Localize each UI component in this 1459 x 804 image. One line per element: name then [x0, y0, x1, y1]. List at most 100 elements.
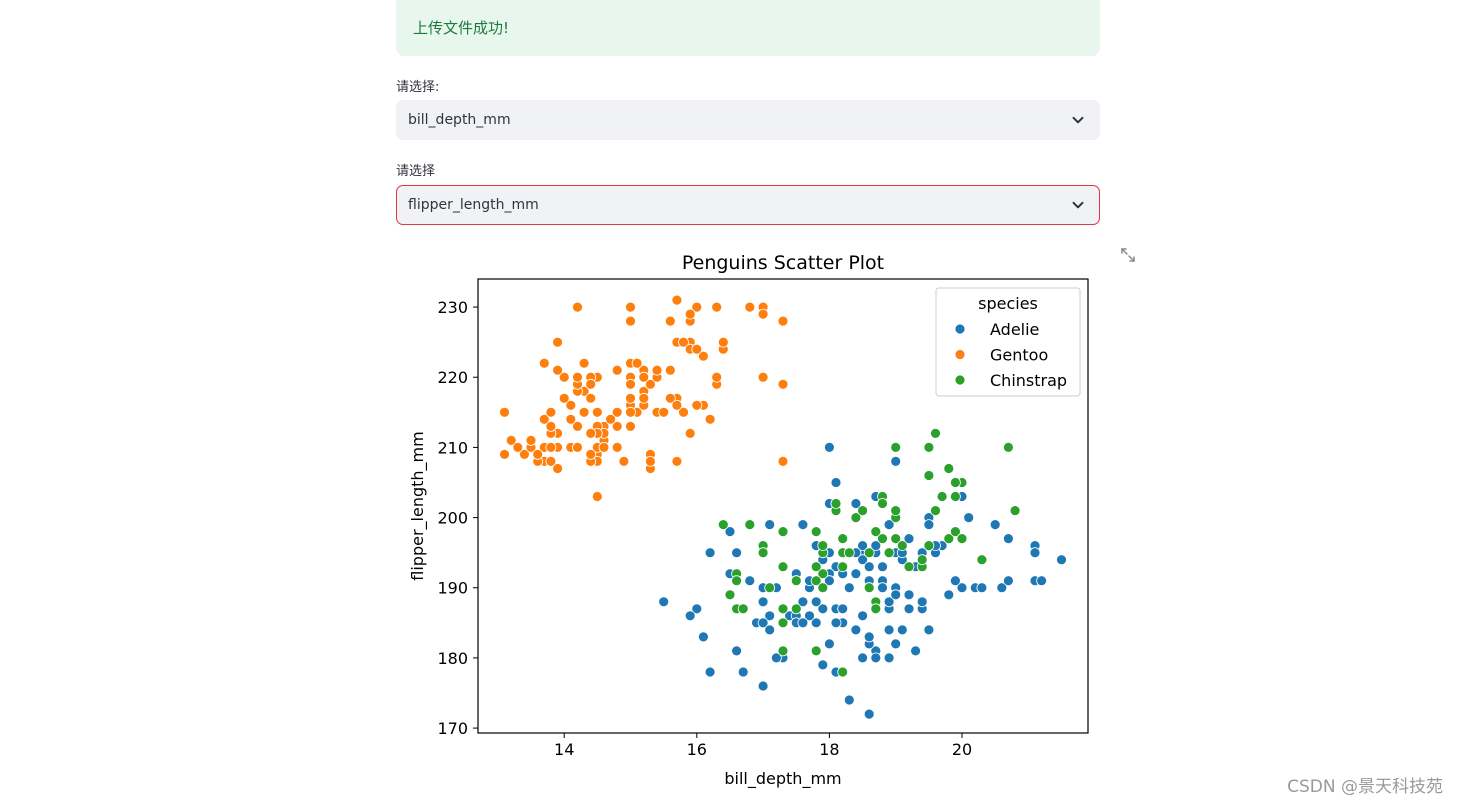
scatter-plot: Penguins Scatter Plot 14 16 18 20 170 180 190 20…	[408, 252, 1089, 789]
data-point-adelie	[890, 638, 902, 650]
data-point-chinstrap	[837, 561, 849, 573]
data-point-gentoo	[678, 406, 689, 418]
data-point-adelie	[963, 512, 975, 524]
data-point-gentoo	[671, 294, 683, 306]
data-point-adelie	[950, 575, 961, 587]
data-point-adelie	[843, 582, 855, 594]
select-y-dropdown[interactable]: flipper_length_mm	[396, 185, 1100, 225]
legend-marker-gentoo	[954, 349, 966, 360]
data-point-adelie	[804, 610, 815, 622]
data-point-chinstrap	[890, 505, 902, 517]
y-tick-label: 220	[437, 368, 468, 387]
y-tick-label: 190	[437, 579, 468, 598]
data-point-adelie	[883, 652, 895, 664]
data-point-adelie	[1003, 533, 1014, 545]
data-point-chinstrap	[930, 505, 941, 517]
data-point-adelie	[989, 519, 1001, 531]
select-x-value: bill_depth_mm	[408, 112, 511, 128]
data-point-chinstrap	[870, 603, 882, 615]
data-point-adelie	[923, 519, 935, 531]
data-point-gentoo	[578, 406, 590, 418]
data-point-adelie	[1003, 575, 1014, 587]
data-point-gentoo	[545, 455, 557, 467]
legend-title: species	[978, 294, 1038, 313]
data-point-gentoo	[704, 413, 716, 425]
data-point-adelie	[764, 519, 776, 531]
data-point-chinstrap	[956, 533, 968, 545]
data-point-adelie	[863, 631, 875, 643]
data-point-chinstrap	[724, 589, 736, 601]
data-point-adelie	[923, 624, 935, 636]
data-point-adelie	[850, 568, 862, 580]
data-point-adelie	[797, 596, 809, 608]
data-point-chinstrap	[943, 533, 955, 545]
data-point-adelie	[764, 624, 776, 636]
data-point-adelie	[757, 680, 769, 692]
data-point-chinstrap	[950, 526, 961, 538]
data-point-gentoo	[558, 371, 570, 383]
data-point-chinstrap	[850, 512, 862, 524]
data-point-gentoo	[518, 448, 530, 460]
data-point-chinstrap	[817, 540, 829, 552]
data-point-chinstrap	[916, 554, 928, 566]
x-tick-label: 16	[687, 740, 707, 759]
legend-marker-adelie	[954, 323, 966, 335]
data-point-adelie	[976, 582, 988, 594]
data-point-adelie	[843, 694, 855, 706]
data-point-adelie	[684, 610, 696, 622]
data-point-gentoo	[598, 441, 610, 453]
fullscreen-icon[interactable]	[1119, 246, 1137, 264]
data-point-gentoo	[611, 406, 623, 418]
data-point-gentoo	[684, 427, 696, 439]
chevron-down-icon	[1072, 201, 1084, 209]
data-point-gentoo	[585, 392, 597, 404]
data-point-adelie	[704, 547, 716, 559]
data-point-adelie	[1056, 554, 1067, 566]
x-tick-label: 20	[952, 740, 972, 759]
data-point-adelie	[916, 596, 928, 608]
data-point-adelie	[770, 652, 782, 664]
data-point-adelie	[691, 603, 703, 615]
data-point-gentoo	[538, 413, 550, 425]
data-point-gentoo	[777, 455, 789, 467]
data-point-gentoo	[565, 399, 577, 411]
success-banner: 上传文件成功!	[396, 0, 1100, 56]
data-point-gentoo	[578, 357, 590, 369]
data-point-adelie	[810, 617, 822, 629]
data-point-adelie	[910, 645, 921, 657]
data-point-gentoo	[525, 434, 537, 446]
data-point-gentoo	[585, 448, 597, 460]
data-point-adelie	[943, 589, 955, 601]
data-point-chinstrap	[883, 547, 895, 559]
data-point-gentoo	[691, 399, 703, 411]
y-tick-label: 200	[437, 509, 468, 528]
data-point-gentoo	[697, 350, 709, 362]
data-point-gentoo	[625, 406, 636, 418]
data-point-chinstrap	[830, 498, 842, 509]
data-point-adelie	[830, 617, 842, 629]
data-point-chinstrap	[717, 519, 729, 531]
data-point-adelie	[883, 519, 895, 531]
data-point-gentoo	[611, 420, 623, 432]
data-point-adelie	[658, 596, 670, 608]
data-point-chinstrap	[870, 526, 882, 538]
success-message: 上传文件成功!	[413, 19, 510, 37]
select-x-dropdown[interactable]: bill_depth_mm	[396, 100, 1100, 140]
data-point-adelie	[810, 596, 822, 608]
x-tick-label: 14	[554, 740, 574, 759]
data-point-chinstrap	[744, 519, 756, 531]
data-point-chinstrap	[896, 540, 908, 552]
data-point-chinstrap	[810, 526, 822, 538]
data-point-gentoo	[664, 392, 676, 404]
plot-frame	[477, 278, 1089, 734]
data-point-adelie	[996, 582, 1008, 594]
data-point-chinstrap	[764, 582, 776, 594]
data-point-adelie	[731, 645, 743, 657]
legend-label-chinstrap: Chinstrap	[990, 371, 1067, 390]
chart-title: Penguins Scatter Plot	[682, 252, 884, 274]
data-point-gentoo	[777, 378, 789, 390]
data-point-chinstrap	[877, 533, 888, 545]
y-tick-label: 170	[437, 719, 468, 738]
data-point-gentoo	[625, 420, 636, 432]
